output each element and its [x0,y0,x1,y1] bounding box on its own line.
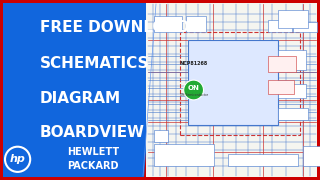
Text: ON: ON [188,85,200,91]
Text: BOARDVIEW: BOARDVIEW [40,125,145,140]
Bar [228,154,298,166]
Bar [154,144,214,166]
Bar [146,3,317,177]
Text: HEWLETT: HEWLETT [67,147,119,157]
Text: SCHEMATICS: SCHEMATICS [40,56,149,71]
Text: hp: hp [10,154,26,164]
Polygon shape [3,3,158,177]
Circle shape [5,147,30,172]
Bar [3,139,137,177]
Text: ON Semiconductor: ON Semiconductor [180,93,208,97]
Text: DIAGRAM: DIAGRAM [40,91,121,106]
Bar [293,22,317,32]
Bar [154,16,182,32]
Circle shape [184,80,204,100]
Text: FREE DOWNLOAD: FREE DOWNLOAD [40,20,189,35]
Text: PACKARD: PACKARD [67,161,119,171]
Bar [268,80,294,94]
Bar [268,20,292,32]
Text: NCP81268: NCP81268 [180,61,208,66]
Bar [278,10,308,28]
Bar [303,146,320,166]
Bar [268,56,296,72]
Bar [278,84,306,98]
Bar [188,40,278,125]
Bar [180,32,300,135]
Bar [278,108,308,120]
Bar [154,130,168,142]
Bar [278,50,306,70]
Bar [186,16,206,32]
